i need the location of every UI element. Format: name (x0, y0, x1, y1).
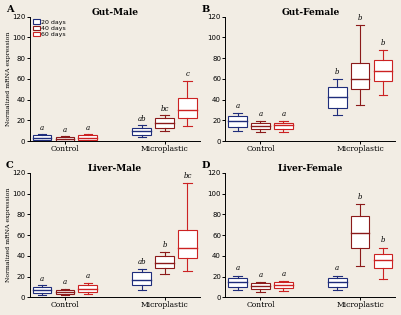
Title: Gut-Male: Gut-Male (91, 8, 138, 17)
Text: a: a (40, 124, 44, 132)
Text: a: a (86, 124, 90, 132)
Text: a: a (258, 110, 263, 118)
Bar (155, 118, 174, 128)
Text: bc: bc (160, 105, 169, 113)
Y-axis label: Normalized mRNA expression: Normalized mRNA expression (6, 188, 10, 282)
Text: B: B (201, 5, 210, 14)
Text: c: c (186, 70, 189, 78)
Text: b: b (381, 236, 385, 244)
Bar (79, 135, 97, 140)
Text: b: b (335, 68, 340, 76)
Bar (155, 256, 174, 268)
Title: Liver-Female: Liver-Female (277, 164, 343, 173)
Text: bc: bc (183, 172, 192, 180)
Bar (274, 123, 293, 129)
Bar (251, 123, 270, 129)
Bar (274, 282, 293, 288)
Text: a: a (236, 264, 240, 272)
Bar (351, 216, 369, 248)
Bar (178, 230, 197, 258)
Text: b: b (358, 14, 363, 22)
Bar (228, 116, 247, 127)
Text: a: a (236, 102, 240, 110)
Text: a: a (258, 271, 263, 278)
Bar (56, 290, 74, 294)
Text: A: A (6, 5, 13, 14)
Text: a: a (281, 270, 286, 278)
Bar (33, 287, 51, 293)
Bar (132, 128, 151, 135)
Text: b: b (358, 193, 363, 201)
Bar (251, 283, 270, 289)
Text: b: b (162, 241, 167, 249)
Bar (374, 254, 392, 268)
Text: a: a (63, 278, 67, 286)
Y-axis label: Normalized mRNA expression: Normalized mRNA expression (6, 32, 10, 126)
Legend: 20 days, 40 days, 60 days: 20 days, 40 days, 60 days (33, 19, 67, 38)
Bar (178, 98, 197, 118)
Title: Liver-Male: Liver-Male (88, 164, 142, 173)
Bar (228, 278, 247, 287)
Bar (56, 137, 74, 141)
Text: b: b (381, 39, 385, 47)
Bar (328, 278, 346, 287)
Bar (374, 60, 392, 81)
Text: a: a (335, 264, 339, 272)
Bar (328, 87, 346, 108)
Text: C: C (6, 161, 14, 170)
Text: ab: ab (138, 258, 146, 266)
Text: a: a (63, 126, 67, 134)
Text: a: a (281, 110, 286, 118)
Bar (79, 285, 97, 292)
Text: D: D (201, 161, 210, 170)
Bar (351, 63, 369, 89)
Text: a: a (40, 275, 44, 283)
Bar (33, 135, 51, 140)
Text: ab: ab (138, 115, 146, 123)
Bar (132, 272, 151, 285)
Title: Gut-Female: Gut-Female (281, 8, 339, 17)
Text: a: a (86, 272, 90, 280)
